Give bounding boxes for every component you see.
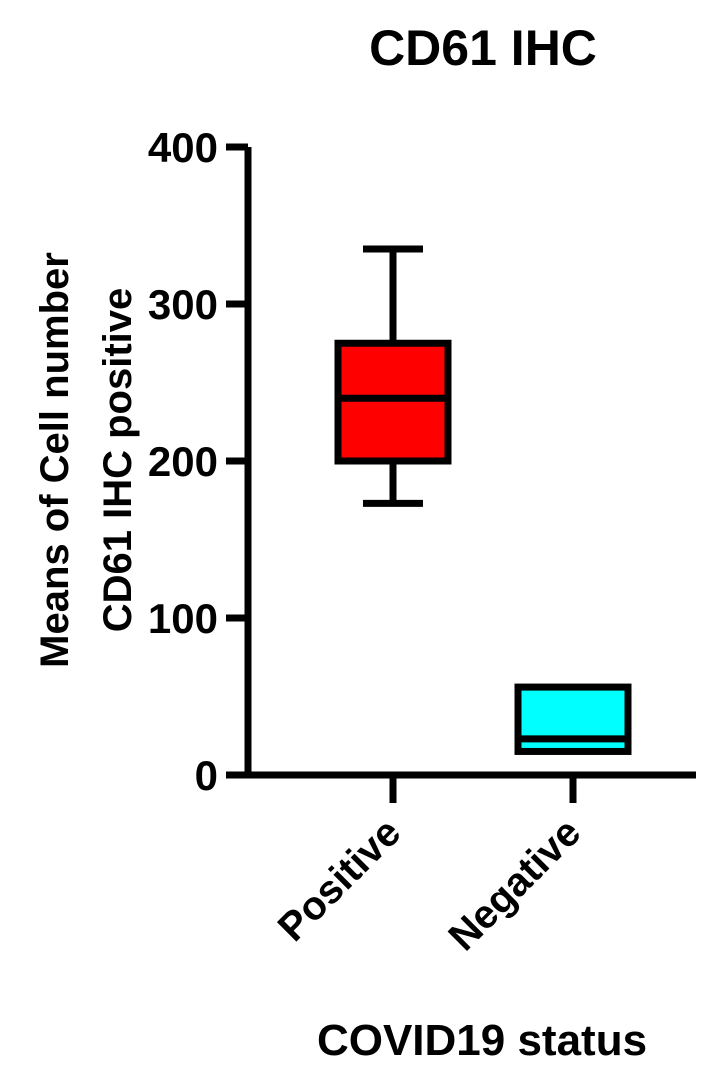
y-tick-label: 300	[148, 281, 218, 328]
x-axis: Positive Negative	[244, 771, 696, 959]
y-axis: 0 100 200 300 400	[148, 124, 252, 799]
x-tick-label-negative: Negative	[440, 810, 589, 959]
x-axis-label: COVID19 status	[317, 1016, 647, 1065]
y-axis-label-line-1: Means of Cell number	[33, 252, 77, 668]
y-tick-label: 0	[195, 752, 218, 799]
x-tick-label-positive: Positive	[270, 810, 410, 950]
box-series	[334, 245, 632, 755]
box-rect	[334, 339, 452, 465]
y-tick-label: 100	[148, 595, 218, 642]
y-tick-label: 400	[148, 124, 218, 171]
box-positive	[334, 245, 452, 507]
chart-title: CD61 IHC	[369, 20, 597, 76]
y-axis-label-line-2: CD61 IHC positive	[96, 288, 140, 633]
box-negative	[514, 683, 632, 755]
y-tick-label: 200	[148, 438, 218, 485]
